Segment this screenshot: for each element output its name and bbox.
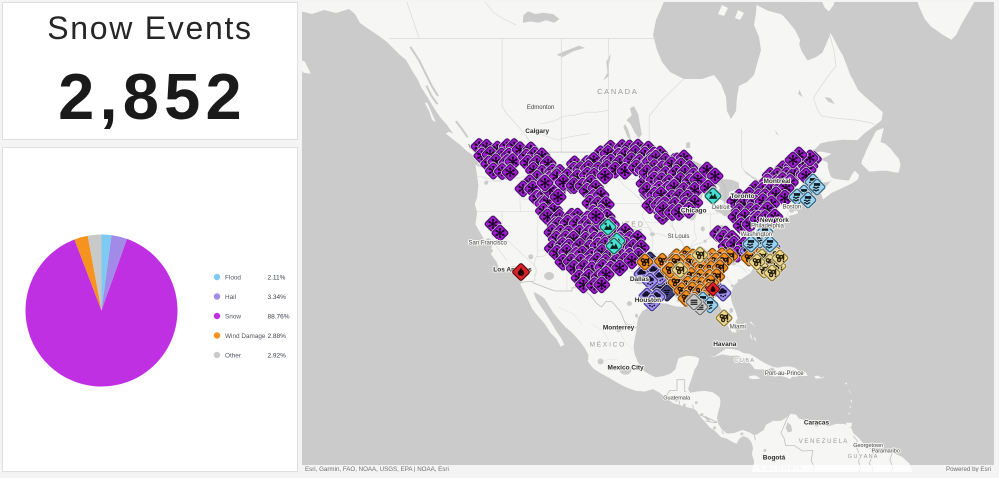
svg-text:St Louis: St Louis bbox=[668, 234, 690, 240]
svg-text:Havana: Havana bbox=[713, 341, 737, 348]
svg-text:C U B A: C U B A bbox=[734, 358, 754, 364]
svg-text:Caracas: Caracas bbox=[804, 420, 830, 427]
svg-text:Paramaribo: Paramaribo bbox=[871, 449, 899, 455]
svg-text:Powered by Esri: Powered by Esri bbox=[946, 466, 991, 472]
svg-text:Esri, Garmin, FAO, NOAA, USGS,: Esri, Garmin, FAO, NOAA, USGS, EPA | NOA… bbox=[305, 466, 449, 472]
svg-text:Wind Damage: Wind Damage bbox=[225, 333, 266, 340]
svg-text:V E N E Z U E L A: V E N E Z U E L A bbox=[799, 439, 847, 445]
svg-text:Port-au-Prince: Port-au-Prince bbox=[765, 371, 804, 377]
svg-text:C A N A D A: C A N A D A bbox=[597, 87, 637, 96]
svg-text:2.88%: 2.88% bbox=[268, 333, 287, 340]
svg-text:Bogotá: Bogotá bbox=[763, 454, 786, 461]
svg-text:Miami: Miami bbox=[730, 325, 746, 331]
svg-text:G U Y A N A: G U Y A N A bbox=[848, 454, 878, 460]
svg-text:Hail: Hail bbox=[225, 294, 236, 301]
svg-text:Boston: Boston bbox=[782, 205, 801, 211]
svg-text:2.92%: 2.92% bbox=[268, 352, 287, 359]
svg-text:M É X I C O: M É X I C O bbox=[590, 340, 625, 349]
svg-text:Philadelphia: Philadelphia bbox=[751, 224, 784, 230]
svg-text:88.76%: 88.76% bbox=[268, 313, 290, 320]
svg-text:Montréal: Montréal bbox=[763, 178, 790, 185]
svg-text:2.11%: 2.11% bbox=[268, 274, 286, 281]
svg-text:Edmonton: Edmonton bbox=[527, 105, 554, 111]
svg-text:Calgary: Calgary bbox=[525, 128, 549, 135]
svg-text:Guatemala: Guatemala bbox=[663, 395, 691, 401]
svg-text:San Francisco: San Francisco bbox=[469, 240, 508, 246]
svg-text:Chicago: Chicago bbox=[681, 208, 707, 215]
svg-text:Flood: Flood bbox=[225, 274, 241, 281]
svg-text:Other: Other bbox=[225, 352, 242, 359]
svg-text:New York: New York bbox=[760, 217, 789, 224]
svg-text:Monterrey: Monterrey bbox=[603, 324, 635, 331]
svg-text:Georgetown: Georgetown bbox=[853, 443, 883, 449]
svg-text:Dallas: Dallas bbox=[630, 276, 650, 283]
svg-text:Mexico City: Mexico City bbox=[608, 365, 645, 372]
svg-text:Detroit: Detroit bbox=[712, 205, 730, 211]
svg-text:Washington: Washington bbox=[741, 232, 772, 238]
svg-text:3.34%: 3.34% bbox=[268, 294, 287, 301]
svg-text:Toronto: Toronto bbox=[731, 193, 755, 200]
svg-text:Houston: Houston bbox=[635, 297, 661, 304]
svg-text:Snow: Snow bbox=[225, 313, 241, 320]
